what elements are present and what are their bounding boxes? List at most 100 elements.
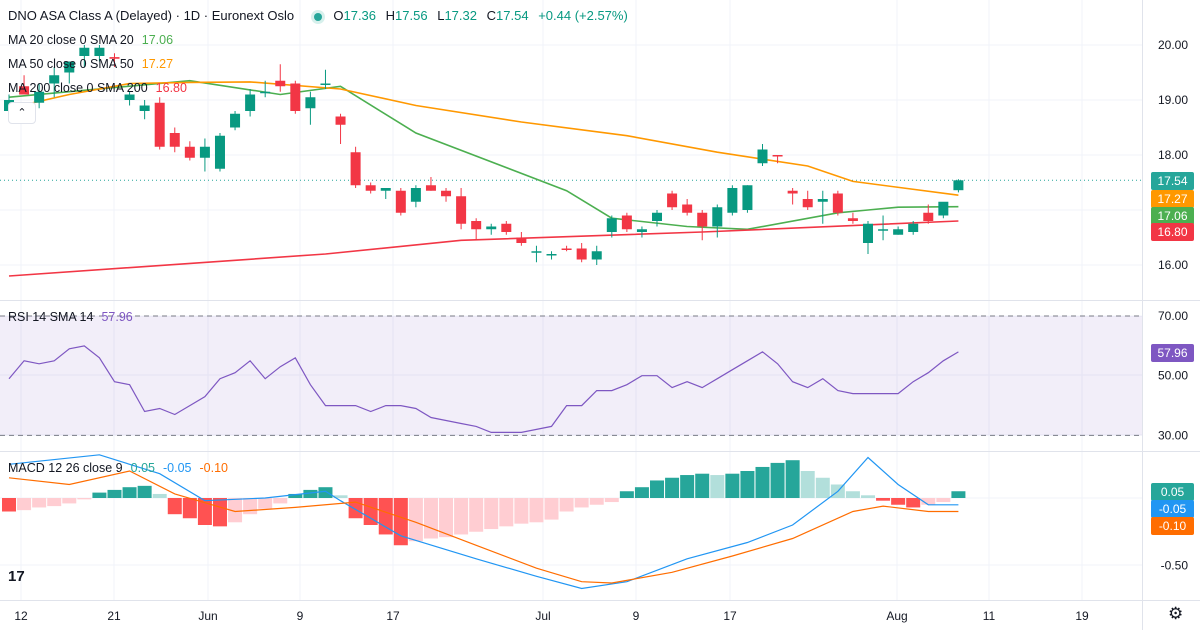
candle-body — [410, 188, 421, 202]
ma-line-ma200 — [8, 220, 959, 277]
macd-histogram-bar — [182, 498, 197, 519]
ma50-price-tag: 17.27 — [1151, 190, 1194, 208]
open-label: O — [333, 8, 344, 23]
macd-histogram-bar — [845, 491, 860, 498]
last-price-tag: 17.54 — [1151, 172, 1194, 190]
macd-signal-value: -0.10 — [199, 461, 228, 475]
close-value: 17.54 — [496, 8, 529, 23]
candle-body — [802, 199, 813, 208]
ma20-value: 17.06 — [141, 33, 174, 47]
macd-histogram-bar — [559, 498, 574, 512]
macd-histogram-bar — [725, 473, 740, 498]
ma200-price-tag: 16.80 — [1151, 223, 1194, 241]
ma50-label: MA 50 close 0 SMA 50 — [8, 57, 134, 71]
macd-histogram-bar — [921, 498, 936, 505]
candle-body — [154, 102, 165, 147]
time-tick-label: 17 — [386, 609, 400, 623]
candle-body — [727, 188, 738, 213]
rsi-price-tag: 57.96 — [1151, 344, 1194, 362]
macd-histogram-bar — [529, 498, 544, 523]
candle-body — [682, 204, 693, 213]
macd-histogram-bar — [936, 498, 951, 503]
macd-signal-line — [8, 470, 959, 584]
candle-body — [938, 201, 949, 216]
candle-body — [214, 135, 225, 169]
candle-body — [832, 193, 843, 213]
macd-histogram-bar — [439, 498, 454, 538]
macd-histogram-bar — [243, 498, 258, 515]
gear-icon[interactable]: ⚙ — [1168, 604, 1184, 623]
macd-line-value: -0.05 — [162, 461, 192, 475]
candle-body — [350, 152, 361, 186]
candle-body — [486, 226, 497, 230]
candle-body — [124, 94, 135, 100]
macd-hist-value: 0.05 — [130, 461, 155, 475]
ma200-label: MA 200 close 0 SMA 200 — [8, 81, 148, 95]
macd-histogram-bar — [2, 498, 16, 512]
macd-histogram-bar — [695, 473, 710, 498]
macd-histogram-bar — [800, 471, 815, 498]
macd-macd-line — [8, 454, 959, 590]
candle-body — [893, 229, 904, 235]
price-tick-label: 18.00 — [1158, 148, 1188, 162]
macd-legend[interactable]: MACD 12 26 close 9 0.05 -0.05 -0.10 — [8, 460, 228, 476]
macd-histogram-bar — [378, 498, 393, 535]
candle-body — [19, 86, 30, 95]
macd-histogram-bar — [77, 498, 92, 500]
ma-line-ma50 — [8, 81, 959, 196]
ma200-value: 16.80 — [155, 81, 187, 95]
macd-histogram-bar — [499, 498, 514, 527]
macd-histogram-bar — [876, 498, 891, 501]
candle-body — [456, 196, 467, 224]
candle-body — [34, 91, 45, 103]
candle-body — [742, 185, 753, 210]
macd-line-tag: -0.05 — [1151, 500, 1194, 518]
ma20-legend[interactable]: MA 20 close 0 SMA 20 17.06 — [8, 32, 173, 48]
macd-histogram-bar — [740, 471, 755, 498]
time-tick-label: 9 — [297, 609, 304, 623]
candle-body — [260, 91, 271, 94]
symbol-title[interactable]: DNO ASA Class A (Delayed) · 1D · Euronex… — [8, 8, 295, 23]
candle-body — [471, 221, 482, 230]
time-tick-label: Aug — [886, 609, 907, 623]
macd-histogram-bar — [212, 498, 227, 527]
candle-body — [636, 229, 647, 232]
candle-body — [305, 97, 316, 109]
macd-histogram-bar — [363, 498, 378, 525]
rsi-value: 57.96 — [101, 310, 133, 324]
candle-body — [621, 215, 632, 230]
candle-body — [923, 212, 934, 221]
macd-histogram-bar — [484, 498, 499, 530]
rsi-legend[interactable]: RSI 14 SMA 14 57.96 — [8, 309, 133, 325]
time-tick-label: 9 — [633, 609, 640, 623]
macd-histogram-bar — [107, 489, 122, 498]
macd-histogram-bar — [137, 485, 152, 498]
candle-body — [667, 193, 678, 208]
rsi-line — [8, 345, 959, 433]
price-tick-label: 19.00 — [1158, 93, 1188, 107]
candle-body — [847, 218, 858, 221]
time-tick-label: Jun — [198, 609, 217, 623]
macd-tick-label: -0.50 — [1161, 559, 1189, 573]
close-label: C — [486, 8, 497, 23]
tradingview-logo[interactable]: 17 — [8, 568, 25, 585]
macd-histogram-bar — [604, 498, 619, 503]
change-value: +0.44 (+2.57%) — [538, 8, 628, 23]
macd-histogram-bar — [62, 498, 77, 504]
macd-histogram-bar — [423, 498, 438, 539]
macd-histogram-bar — [650, 480, 665, 498]
macd-histogram-bar — [680, 475, 695, 498]
ma200-legend[interactable]: MA 200 close 0 SMA 200 16.80 — [8, 80, 187, 96]
candle-body — [546, 254, 557, 256]
ma20-label: MA 20 close 0 SMA 20 — [8, 33, 134, 47]
candle-body — [576, 248, 587, 260]
macd-histogram-bar — [273, 498, 288, 504]
macd-histogram-bar — [589, 498, 604, 505]
ma50-legend[interactable]: MA 50 close 0 SMA 50 17.27 — [8, 56, 173, 72]
macd-histogram-bar — [906, 498, 921, 508]
collapse-legend-button[interactable]: ⌃ — [8, 102, 36, 124]
candle-body — [335, 116, 346, 125]
candle-body — [425, 185, 436, 191]
rsi-tick-label: 30.00 — [1158, 428, 1188, 442]
